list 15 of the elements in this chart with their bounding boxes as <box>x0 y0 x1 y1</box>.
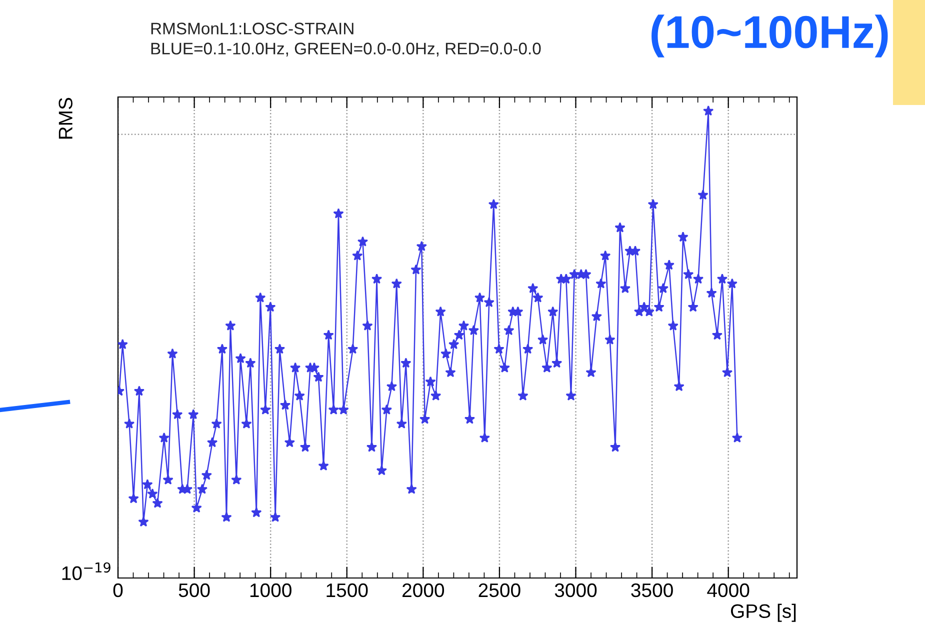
chart-subtitle: BLUE=0.1-10.0Hz, GREEN=0.0-0.0Hz, RED=0.0-0.0 <box>151 42 541 56</box>
x-tick-label: 0 <box>113 583 123 598</box>
text: 10$^{−19}$ <box>62 562 110 580</box>
y-axis-title: RMS <box>58 98 72 139</box>
x-axis-title: GPS [s] <box>730 604 796 622</box>
x-tick-label: 1500 <box>326 583 368 598</box>
x-tick-label: 4000 <box>707 583 750 598</box>
x-tick-label: 3500 <box>631 583 673 598</box>
x-tick-label: 3000 <box>554 583 597 598</box>
text: (10~100Hz) <box>652 14 888 58</box>
x-tick-label: 2000 <box>402 583 444 598</box>
x-tick-label: 2500 <box>478 583 520 598</box>
x-tick-label: 1000 <box>250 583 292 598</box>
chart-title: RMSMonL1:LOSC-STRAIN <box>151 22 354 34</box>
x-tick-label: 500 <box>178 583 210 598</box>
